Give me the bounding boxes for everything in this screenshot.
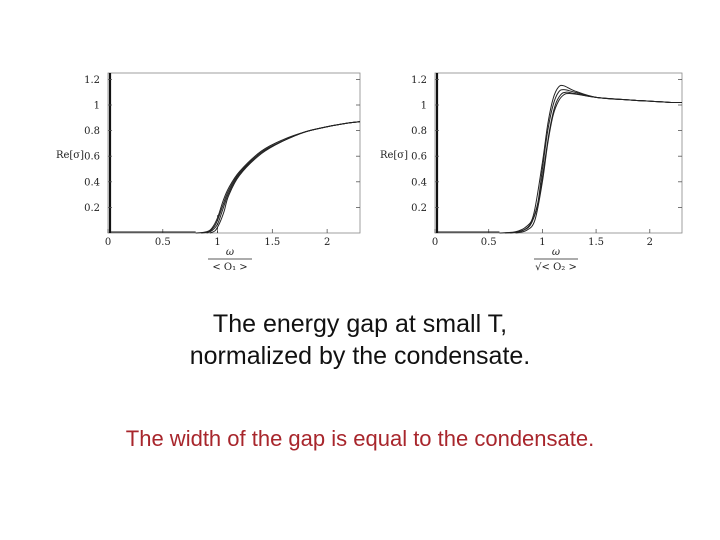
series-line-2 (201, 121, 361, 234)
plots-canvas: 0.2 0.4 0.6 0.8 1 1.2 0 0.5 1 1.5 2 Re[σ] ω < O₁ > 0.… (56, 72, 683, 273)
y-tick-label: 0.8 (84, 126, 100, 137)
series-line-2 (504, 89, 683, 234)
caption-note: The width of the gap is equal to the con… (125, 426, 595, 451)
x-axis-label-bottom: < O₁ > (212, 262, 247, 273)
x-tick-label: 0.5 (155, 237, 171, 248)
y-tick-label: 1 (94, 101, 100, 112)
series-line-4 (209, 121, 361, 234)
x-tick-label: 2 (324, 237, 330, 248)
x-tick-label: 2 (647, 237, 653, 248)
x-tick-label: 1 (214, 237, 220, 248)
x-tick-label: 0 (432, 237, 438, 248)
x-axis-label-bottom: √< O₂ > (535, 262, 577, 273)
y-tick-label: 0.2 (411, 203, 427, 214)
caption-main: The energy gap at small T, normalized by… (0, 308, 720, 372)
y-axis-label: Re[σ] (380, 150, 408, 161)
caption-line-1: The energy gap at small T, (212, 310, 508, 338)
y-tick-label: 1.2 (411, 75, 427, 86)
y-tick-label: 1 (421, 101, 427, 112)
caption-line-2: normalized by the condensate. (189, 342, 531, 370)
series-line-4 (515, 92, 683, 234)
y-tick-label: 1.2 (84, 75, 100, 86)
y-tick-label: 0.8 (411, 126, 427, 137)
plot-frame (107, 72, 361, 234)
x-tick-label: 1.5 (588, 237, 604, 248)
x-axis-label-top: ω (552, 247, 560, 258)
y-axis-label: Re[σ] (56, 150, 84, 161)
y-tick-label: 0.6 (411, 152, 427, 163)
series-line-3 (510, 91, 683, 234)
series-line-1 (499, 84, 683, 234)
series-line-3 (206, 121, 361, 234)
plot-right: 0.2 0.4 0.6 0.8 1 1.2 0 0.5 1 1.5 2 Re[σ] ω √< O₂ > (380, 72, 683, 273)
x-tick-label: 0.5 (481, 237, 497, 248)
x-tick-label: 1 (539, 237, 545, 248)
y-tick-label: 0.4 (84, 177, 100, 188)
y-tick-label: 0.4 (411, 177, 427, 188)
x-axis-label-top: ω (226, 247, 234, 258)
x-tick-label: 1.5 (264, 237, 280, 248)
x-tick-label: 0 (105, 237, 111, 248)
plot-frame (434, 72, 683, 234)
plot-left: 0.2 0.4 0.6 0.8 1 1.2 0 0.5 1 1.5 2 Re[σ] ω < O₁ > (56, 72, 361, 273)
y-tick-label: 0.6 (84, 152, 100, 163)
y-tick-label: 0.2 (84, 203, 100, 214)
